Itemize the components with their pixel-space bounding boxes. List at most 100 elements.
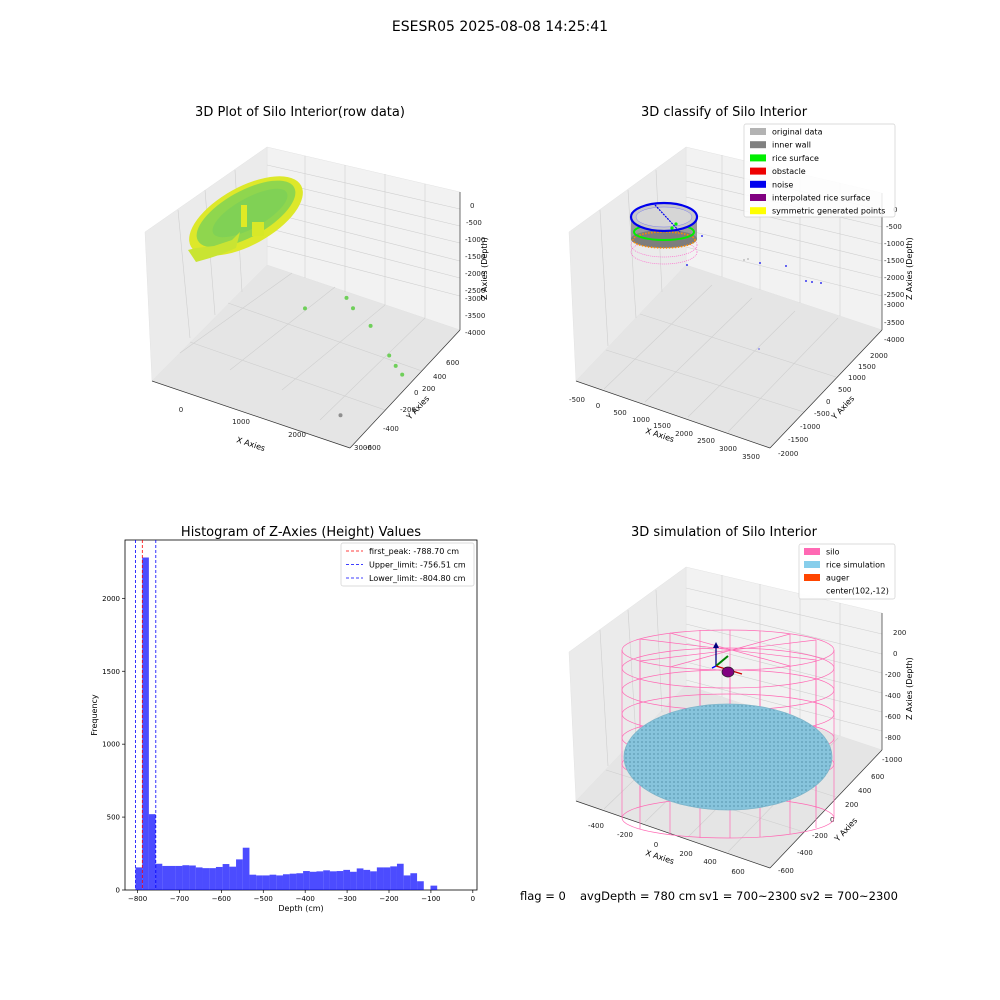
histogram-bar	[242, 847, 250, 890]
classify-y-axis-line	[769, 329, 883, 449]
classify-z-tick: -3500	[884, 319, 904, 327]
raw-stray-point	[387, 353, 392, 358]
raw-z-tick: -500	[466, 219, 482, 227]
classify-legend-swatch	[750, 167, 766, 175]
histogram-y-tick-label: 1500	[102, 668, 120, 676]
classify-x-tick: 2000	[675, 430, 693, 438]
interpolated-ring	[630, 239, 698, 265]
histogram-bar	[350, 871, 357, 890]
original-point	[743, 259, 745, 261]
raw-y-tick: -400	[383, 425, 399, 433]
raw-stray-points	[303, 295, 405, 418]
sim-x-tick: 600	[731, 868, 744, 876]
raw-y-tick: 600	[446, 359, 459, 367]
simulation-legend: silo rice simulation auger center(102,-12)	[798, 543, 896, 600]
histogram-bar	[303, 871, 310, 890]
histogram-bars	[135, 557, 438, 891]
histogram-legend-label: Upper_limit: -756.51 cm	[369, 561, 466, 570]
raw-stray-point	[351, 306, 355, 311]
classify-legend-swatch	[750, 128, 766, 135]
classify-y-tick: 0	[826, 398, 830, 406]
classify-z-label: Z Axies (Depth)	[905, 237, 914, 300]
classify-x-tick: 3000	[719, 445, 737, 453]
noise-point	[686, 264, 688, 266]
raw-z-tick: 0	[470, 202, 474, 210]
simulation-legend-swatch	[804, 574, 820, 581]
histogram-x-tick-label: −500	[254, 895, 273, 903]
panel-classify-title: 3D classify of Silo Interior	[641, 105, 808, 120]
classify-legend-label: noise	[772, 180, 793, 189]
classify-legend-label: symmetric generated points	[772, 207, 885, 216]
histogram-bar	[410, 873, 418, 890]
histogram-y-tick-label: 500	[107, 814, 120, 822]
histogram-reference-lines	[135, 540, 157, 890]
panel-histogram: Histogram of Z-Axies (Height) Values −80…	[90, 525, 478, 913]
classify-x-axis-line	[575, 380, 771, 449]
interpolated-ring	[630, 232, 698, 258]
raw-y-tick: 200	[422, 385, 435, 393]
sim-y-tick: 600	[871, 773, 884, 781]
figure-title: ESESR05 2025-08-08 14:25:41	[392, 19, 608, 35]
sim-z-tick: -200	[885, 671, 901, 679]
histogram-title: Histogram of Z-Axies (Height) Values	[181, 525, 421, 540]
sim-y-tick: 400	[858, 787, 871, 795]
sim-y-tick: 0	[830, 816, 834, 824]
panel-raw-data: 3D Plot of Silo Interior(row data) 0 100…	[144, 105, 489, 453]
histogram-bar	[256, 875, 263, 890]
classify-legend-label: obstacle	[772, 167, 806, 176]
histogram-bar	[262, 875, 270, 890]
histogram-legend-label: Lower_limit: -804.80 cm	[369, 574, 466, 583]
classify-y-tick: -500	[814, 410, 830, 418]
sim-z-tick: 200	[893, 629, 906, 637]
raw-z-tick: -2500	[465, 287, 485, 295]
raw-surface-inner	[212, 188, 288, 238]
simulation-legend-label: auger	[826, 574, 850, 583]
histogram-legend-box	[340, 542, 475, 587]
histogram-y-tick-label: 1000	[102, 741, 120, 749]
sim-x-tick: 0	[654, 841, 658, 849]
classify-x-tick: 0	[596, 402, 600, 410]
rice-surface-point	[670, 226, 674, 230]
classify-z-tick: -2500	[884, 291, 904, 299]
histogram-bar	[363, 869, 371, 891]
classify-legend-label: inner wall	[772, 141, 811, 150]
histogram-bar	[209, 868, 216, 891]
classify-x-tick: 1000	[632, 416, 650, 424]
histogram-bar	[142, 557, 149, 890]
classify-x-tick: 2500	[697, 437, 715, 445]
classify-y-tick: 2000	[870, 352, 888, 360]
classify-silo-points	[629, 201, 699, 265]
histogram-x-tick-label: −400	[296, 895, 315, 903]
status-flag: flag = 0	[520, 889, 566, 903]
classify-z-tick: -1500	[884, 257, 904, 265]
classify-x-tick: 1500	[653, 422, 671, 430]
sim-x-tick: -200	[617, 831, 633, 839]
classify-legend-box	[743, 123, 896, 218]
raw-y-tick: 0	[414, 389, 418, 397]
histogram-y-tick-label: 0	[116, 887, 120, 895]
panel-raw-title: 3D Plot of Silo Interior(row data)	[195, 105, 405, 120]
classify-legend-label: interpolated rice surface	[772, 194, 870, 203]
sim-x-label: X Axies	[644, 848, 675, 866]
auger-axis-green	[715, 655, 729, 667]
histogram-x-tick-label: −800	[128, 895, 147, 903]
histogram-bar	[329, 871, 337, 890]
classify-y-tick: -2000	[778, 450, 798, 458]
histogram-bar	[390, 866, 397, 891]
classify-x-tick: -500	[569, 396, 585, 404]
auger-axis-z-head	[713, 642, 719, 648]
auger-body	[721, 666, 735, 678]
histogram-bar	[309, 871, 317, 890]
classify-y-tick: -1500	[788, 436, 808, 444]
rice-surface-point	[674, 222, 678, 226]
raw-surface-spike	[252, 222, 264, 236]
sim-y-tick: -200	[812, 832, 828, 840]
simulation-legend-items: silo rice simulation auger center(102,-12)	[804, 548, 889, 596]
simulation-legend-label: rice simulation	[826, 561, 885, 570]
histogram-bar	[336, 871, 344, 890]
noise-point	[785, 265, 787, 267]
histogram-legend-items: first_peak: -788.70 cm Upper_limit: -756.…	[346, 547, 466, 583]
auger-marker	[711, 642, 743, 678]
histogram-bar	[376, 867, 384, 890]
raw-x-tick: 1000	[232, 418, 250, 426]
